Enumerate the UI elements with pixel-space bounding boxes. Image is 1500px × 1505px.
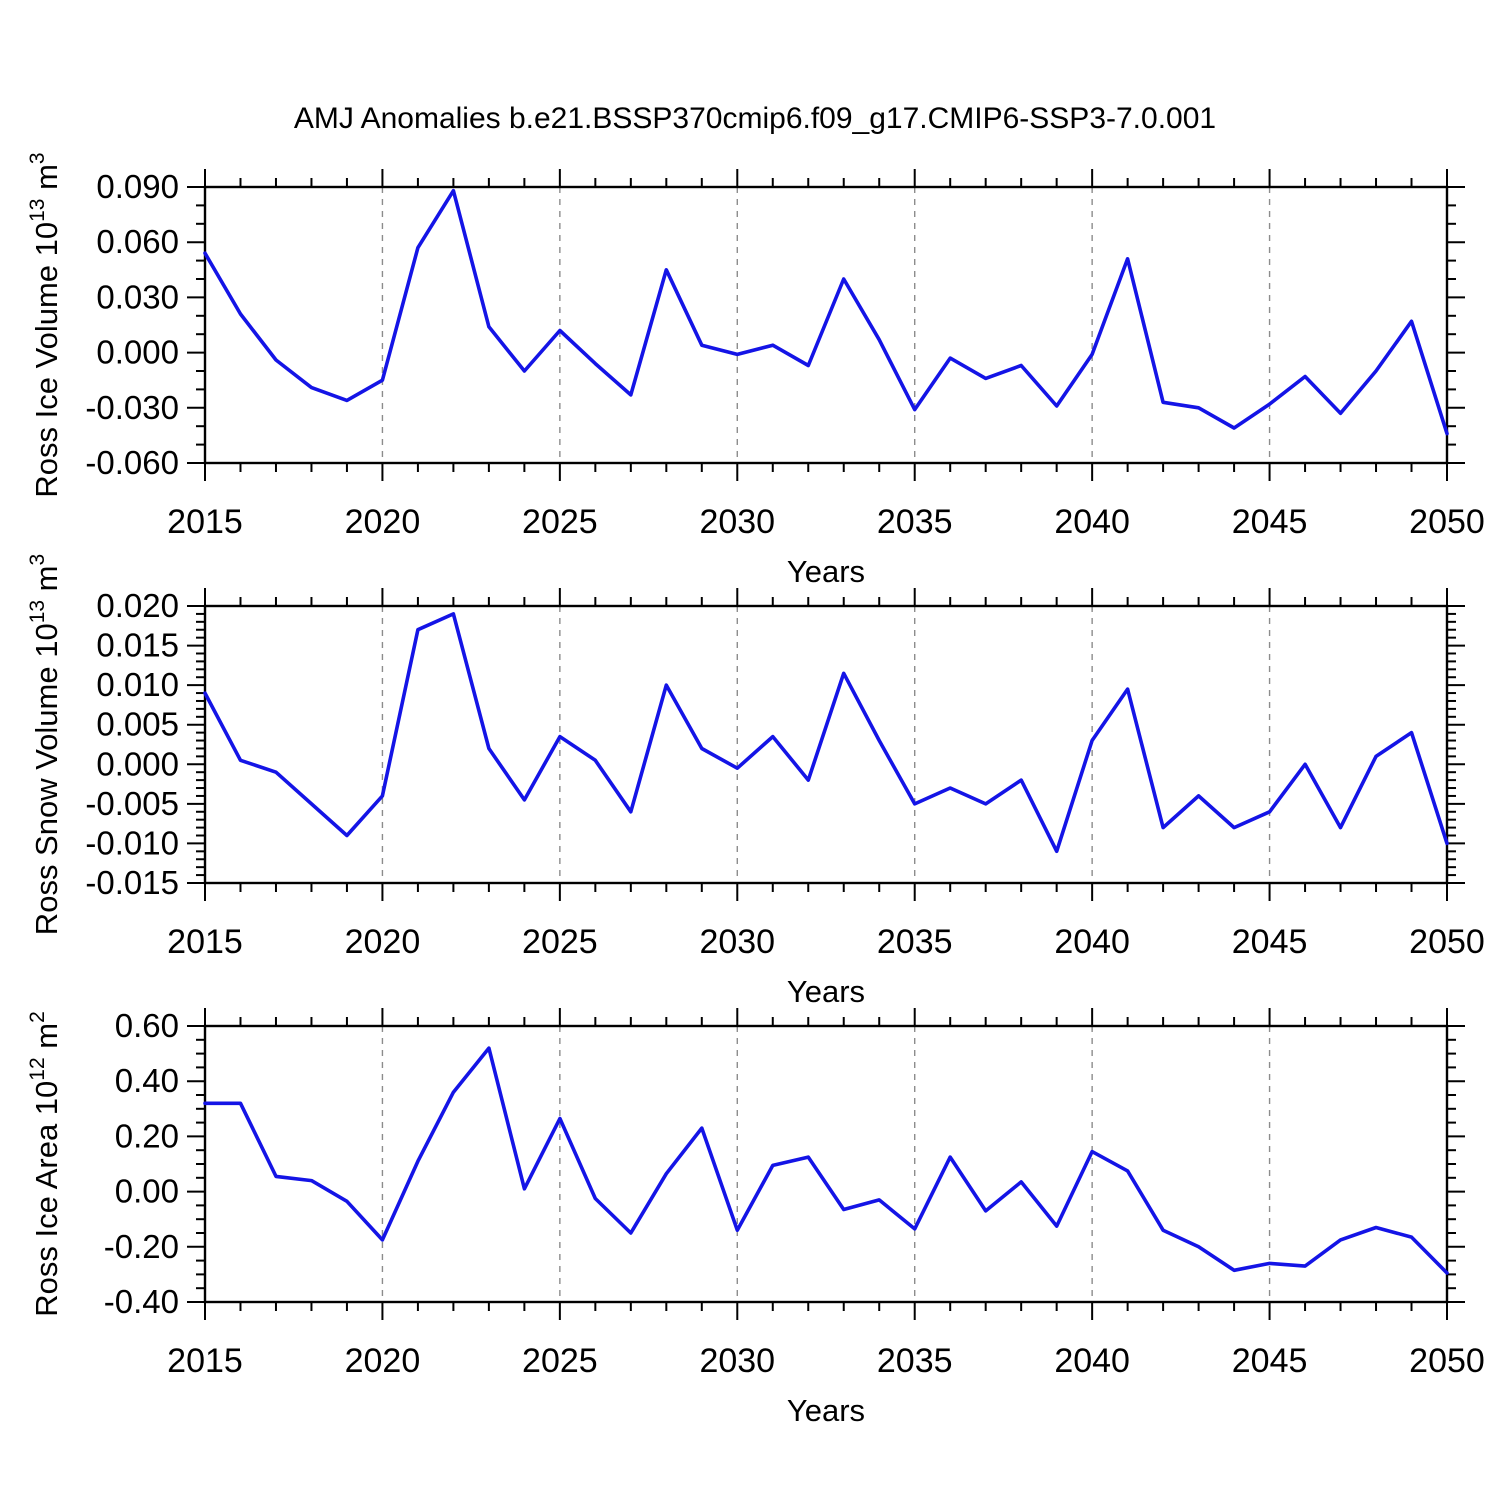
y-tick-label: -0.030 [85,389,179,426]
x-tick-label: 2035 [877,923,953,961]
y-tick-label: -0.060 [85,444,179,481]
y-tick-label: 0.030 [96,278,179,315]
y-axis-title: Ross Snow Volume 1013 m3 [26,554,64,935]
series-line [203,188,1449,436]
y-tick-label: 0.000 [96,745,179,782]
x-tick-label: 2020 [345,923,421,961]
x-tick-label: 2015 [167,1342,243,1380]
y-tick-label: -0.015 [85,864,179,901]
x-tick-label: 2050 [1409,1342,1485,1380]
figure-title: AMJ Anomalies b.e21.BSSP370cmip6.f09_g17… [294,102,1216,135]
y-tick-label: -0.40 [104,1283,179,1320]
y-tick-label: 0.60 [115,1007,179,1044]
x-tick-label: 2025 [522,923,598,961]
y-tick-label: -0.005 [85,785,179,822]
y-tick-label: 0.060 [96,223,179,260]
y-tick-label: 0.010 [96,666,179,703]
y-tick-label: 0.000 [96,334,179,371]
plot-frame [203,185,1449,465]
x-tick-label: 2015 [167,923,243,961]
x-tick-label: 2035 [877,1342,953,1380]
y-tick-label: 0.015 [96,627,179,664]
x-tick-label: 2020 [345,1342,421,1380]
x-tick-label: 2045 [1232,1342,1308,1380]
y-axis-title: Ross Ice Area 1012 m2 [26,1011,64,1317]
x-axis-title: Years [787,1393,865,1428]
y-tick-label: 0.20 [115,1117,179,1154]
y-tick-label: 0.00 [115,1173,179,1210]
x-tick-label: 2030 [699,503,775,541]
chart-1: 0.090 0.060 0.030 0.000 -0.030 -0.060 2015 2020… [26,152,1485,589]
y-tick-label: -0.010 [85,824,179,861]
y-axis-title: Ross Ice Volume 1013 m3 [26,152,64,497]
x-tick-label: 2025 [522,503,598,541]
charts-root: 0.090 0.060 0.030 0.000 -0.030 -0.060 2015 2020… [26,152,1485,1428]
y-tick-label: -0.20 [104,1228,179,1265]
x-tick-label: 2015 [167,503,243,541]
x-tick-label: 2050 [1409,503,1485,541]
plot-frame [203,1024,1449,1304]
x-tick-label: 2040 [1054,503,1130,541]
chart-3: 0.60 0.40 0.20 0.00 -0.20 -0.40 2015 2020 2025 20… [26,1007,1485,1428]
x-tick-label: 2035 [877,503,953,541]
y-tick-label: 0.020 [96,587,179,624]
series-line [203,1046,1449,1275]
y-tick-label: 0.40 [115,1062,179,1099]
y-tick-label: 0.005 [96,706,179,743]
x-tick-label: 2030 [699,1342,775,1380]
plot-frame [203,604,1449,885]
x-tick-label: 2045 [1232,923,1308,961]
x-tick-label: 2030 [699,923,775,961]
y-tick-label: 0.090 [96,168,179,205]
x-tick-label: 2040 [1054,923,1130,961]
x-tick-label: 2025 [522,1342,598,1380]
chart-2: 0.0200.0150.0100.0050.000-0.005-0.010-0.… [26,554,1485,1009]
x-axis-title: Years [787,554,865,589]
x-tick-label: 2050 [1409,923,1485,961]
x-axis-title: Years [787,974,865,1009]
x-tick-label: 2020 [345,503,421,541]
x-tick-label: 2040 [1054,1342,1130,1380]
x-tick-label: 2045 [1232,503,1308,541]
series-line [203,612,1449,854]
